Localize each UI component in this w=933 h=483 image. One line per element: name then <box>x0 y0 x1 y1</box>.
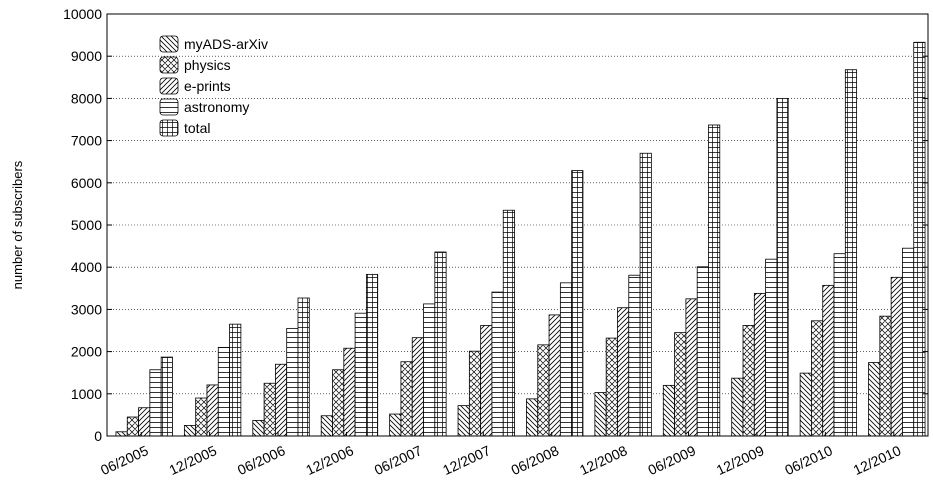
y-axis-label: number of subscribers <box>10 160 25 289</box>
bar-astronomy-6 <box>559 282 573 437</box>
plot-frame <box>106 13 929 437</box>
bar-myads-arxiv-11 <box>868 362 881 437</box>
legend-label: physics <box>184 57 231 73</box>
bar-astronomy-4 <box>423 303 436 437</box>
bar-physics-5 <box>468 350 482 437</box>
legend-label: e-prints <box>184 78 231 94</box>
bar-astronomy-10 <box>833 253 846 437</box>
x-tick-label: 06/2009 <box>645 442 698 478</box>
bar-astronomy-9 <box>765 258 778 437</box>
bar-e-prints-3 <box>343 347 356 437</box>
legend-swatch <box>159 35 179 53</box>
y-tick-label: 8000 <box>71 90 102 106</box>
bars <box>115 41 926 437</box>
bar-total-10 <box>844 69 858 437</box>
bar-total-4 <box>434 251 447 437</box>
y-tick-label: 3000 <box>71 301 102 317</box>
bar-physics-8 <box>674 332 687 437</box>
x-tick-label: 12/2010 <box>851 442 904 478</box>
bar-myads-arxiv-0 <box>115 431 128 437</box>
bar-physics-7 <box>605 337 618 437</box>
bar-e-prints-2 <box>274 363 288 437</box>
bar-myads-arxiv-2 <box>252 419 265 437</box>
legend-swatch <box>159 56 179 74</box>
bar-physics-2 <box>263 382 276 437</box>
bar-total-5 <box>502 209 515 437</box>
x-tick-label: 12/2007 <box>440 442 493 478</box>
bar-e-prints-6 <box>548 314 561 437</box>
bar-e-prints-1 <box>206 384 219 437</box>
bar-e-prints-11 <box>890 276 903 437</box>
y-tick-label: 10000 <box>63 6 102 22</box>
bar-myads-arxiv-1 <box>183 425 197 437</box>
x-tick-label: 12/2008 <box>577 442 630 478</box>
bar-e-prints-0 <box>138 407 151 437</box>
bar-myads-arxiv-7 <box>594 392 607 437</box>
bar-myads-arxiv-5 <box>457 405 470 437</box>
bar-physics-4 <box>400 361 413 437</box>
bar-total-9 <box>776 98 789 437</box>
legend: myADS-arXiv physics e-prints astronomy total <box>159 35 268 137</box>
bar-astronomy-5 <box>491 291 504 437</box>
y-tick-label: 4000 <box>71 259 102 275</box>
bar-astronomy-8 <box>696 266 709 437</box>
x-tick-label: 06/2007 <box>372 442 425 478</box>
bar-myads-arxiv-8 <box>662 384 675 437</box>
x-tick-label: 06/2008 <box>509 442 562 478</box>
bar-astronomy-11 <box>902 247 915 437</box>
x-tick-label: 12/2005 <box>166 442 219 478</box>
y-tick-label: 5000 <box>71 217 102 233</box>
bar-physics-0 <box>126 416 139 437</box>
bar-astronomy-1 <box>217 346 230 437</box>
bar-e-prints-7 <box>617 307 630 437</box>
legend-label: total <box>184 120 210 136</box>
bar-myads-arxiv-10 <box>799 372 812 437</box>
bar-total-0 <box>160 356 173 437</box>
bar-physics-6 <box>537 344 550 437</box>
y-tick-label: 0 <box>94 428 102 444</box>
bar-physics-1 <box>195 397 208 437</box>
bar-astronomy-3 <box>354 312 367 437</box>
bar-myads-arxiv-9 <box>731 377 744 437</box>
bar-e-prints-9 <box>753 292 767 437</box>
y-tick-label: 2000 <box>71 344 102 360</box>
bar-physics-9 <box>742 325 755 437</box>
bar-physics-10 <box>811 320 824 437</box>
bar-astronomy-2 <box>286 327 299 437</box>
bar-myads-arxiv-4 <box>389 413 402 437</box>
bar-myads-arxiv-3 <box>320 415 333 437</box>
bar-e-prints-4 <box>411 337 424 437</box>
bar-e-prints-8 <box>685 298 698 437</box>
x-tick-label: 06/2006 <box>235 442 288 478</box>
bar-e-prints-10 <box>822 284 835 437</box>
bar-total-7 <box>639 152 652 437</box>
bar-total-2 <box>297 297 310 437</box>
bar-total-3 <box>366 273 379 437</box>
y-tick-label: 7000 <box>71 133 102 149</box>
bar-physics-11 <box>879 315 892 437</box>
y-tick-label: 6000 <box>71 175 102 191</box>
legend-label: myADS-arXiv <box>184 36 268 52</box>
bar-astronomy-0 <box>149 369 162 437</box>
bar-astronomy-7 <box>628 274 641 437</box>
bar-total-1 <box>229 323 242 437</box>
bar-e-prints-5 <box>480 325 493 437</box>
bar-total-8 <box>708 124 721 437</box>
x-tick-label: 06/2010 <box>782 442 835 478</box>
y-tick-label: 9000 <box>71 48 102 64</box>
x-tick-label: 06/2005 <box>98 442 151 478</box>
legend-swatch <box>159 119 179 137</box>
axes <box>106 13 929 437</box>
legend-swatch <box>159 77 179 95</box>
x-tick-label: 12/2006 <box>303 442 356 478</box>
y-tick-label: 1000 <box>71 386 102 402</box>
bar-myads-arxiv-6 <box>526 398 539 437</box>
bar-physics-3 <box>332 369 345 437</box>
bar-total-6 <box>571 170 584 437</box>
x-tick-label: 12/2009 <box>714 442 767 478</box>
bar-total-11 <box>913 41 926 437</box>
legend-label: astronomy <box>184 99 249 115</box>
legend-swatch <box>159 98 179 116</box>
